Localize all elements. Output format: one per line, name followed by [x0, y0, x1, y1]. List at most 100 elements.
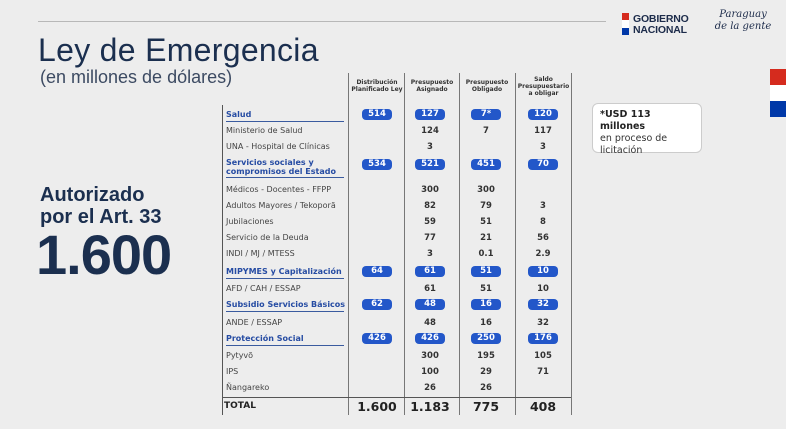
page-title: Ley de Emergencia [38, 32, 319, 68]
column-header: Distribución Planificado Ley [351, 79, 403, 93]
row-label: Subsidio Servicios Básicos [226, 300, 346, 309]
section-divider [226, 278, 344, 279]
row-label: Jubilaciones [226, 217, 274, 226]
table-column-line [222, 105, 223, 415]
section-value-pill: 426 [362, 333, 392, 344]
row-label: MIPYMES y Capitalización [226, 267, 342, 276]
total-divider [222, 397, 571, 398]
section-value-pill: 176 [528, 333, 558, 344]
page-subtitle: (en millones de dólares) [40, 67, 233, 87]
section-divider [226, 345, 344, 346]
row-value: 3 [427, 142, 433, 152]
flag-icon [622, 13, 629, 35]
row-label: Ñangareko [226, 383, 270, 392]
column-header: Presupuesto Obligado [465, 79, 509, 93]
note-bold: *USD 113 millones [600, 109, 651, 132]
row-value: 7 [483, 126, 489, 136]
section-value-pill: 534 [362, 159, 392, 170]
section-value-pill: 514 [362, 109, 392, 120]
row-label: ANDE / ESSAP [226, 318, 283, 327]
row-value: 59 [424, 217, 436, 227]
table-column-line [348, 73, 349, 415]
row-value: 51 [480, 284, 492, 294]
row-label: Ministerio de Salud [226, 126, 303, 135]
section-value-pill: 16 [471, 299, 501, 310]
section-value-pill: 521 [415, 159, 445, 170]
row-value: 195 [477, 351, 495, 361]
row-value: 32 [537, 318, 549, 328]
row-value: 29 [480, 367, 492, 377]
section-divider [226, 177, 344, 178]
section-value-pill: 250 [471, 333, 501, 344]
authorized-line2: por el Art. 33 [40, 206, 162, 228]
row-value: 300 [421, 185, 439, 195]
row-value: 48 [424, 318, 436, 328]
row-value: 300 [477, 185, 495, 195]
row-label: INDI / MJ / MTESS [226, 249, 295, 258]
authorized-value: 1.600 [36, 223, 172, 286]
section-value-pill: 10 [528, 266, 558, 277]
section-value-pill: 32 [528, 299, 558, 310]
total-value: 1.600 [357, 399, 397, 414]
logo-line2: NACIONAL [633, 24, 687, 36]
row-value: 0.1 [478, 249, 494, 259]
section-value-pill: 7* [471, 109, 501, 120]
row-value: 3 [427, 249, 433, 259]
row-value: 2.9 [535, 249, 551, 259]
section-value-pill: 451 [471, 159, 501, 170]
row-label: Servicio de la Deuda [226, 233, 309, 242]
row-label: Médicos - Docentes - FFPP [226, 185, 332, 194]
row-label: UNA - Hospital de Clínicas [226, 142, 330, 151]
row-label: Salud [226, 110, 252, 119]
row-label: Protección Social [226, 334, 304, 343]
total-value: 1.183 [410, 399, 450, 414]
gobierno-nacional-logo: GOBIERNO NACIONAL [622, 12, 704, 36]
row-value: 117 [534, 126, 552, 136]
section-value-pill: 120 [528, 109, 558, 120]
logo-line1: GOBIERNO [633, 13, 689, 25]
row-value: 61 [424, 284, 436, 294]
section-value-pill: 48 [415, 299, 445, 310]
row-value: 56 [537, 233, 549, 243]
section-value-pill: 426 [415, 333, 445, 344]
slogan-line2: de la gente [714, 21, 772, 32]
table-column-line [404, 73, 405, 415]
section-divider [226, 311, 344, 312]
slogan-line1: Paraguay [719, 9, 767, 20]
section-value-pill: 61 [415, 266, 445, 277]
row-label: IPS [226, 367, 239, 376]
row-label: Pytyvõ [226, 351, 254, 360]
column-header: Presupuesto Asignado [410, 79, 454, 93]
row-value: 124 [421, 126, 439, 136]
row-value: 26 [424, 383, 436, 393]
row-value: 8 [540, 217, 546, 227]
slogan-logo: Paraguay de la gente [712, 9, 774, 33]
authorized-line1: Autorizado [40, 184, 145, 206]
row-value: 26 [480, 383, 492, 393]
row-value: 105 [534, 351, 552, 361]
row-value: 71 [537, 367, 549, 377]
total-value: 408 [529, 399, 557, 414]
row-value: 10 [537, 284, 549, 294]
row-value: 82 [424, 201, 436, 211]
row-value: 21 [480, 233, 492, 243]
side-flag-icon [770, 69, 786, 117]
section-value-pill: 51 [471, 266, 501, 277]
total-value: 775 [472, 399, 500, 414]
row-value: 51 [480, 217, 492, 227]
section-divider [226, 121, 344, 122]
row-value: 16 [480, 318, 492, 328]
row-value: 3 [540, 142, 546, 152]
column-header: Saldo Presupuestario a obligar [517, 75, 570, 97]
section-value-pill: 127 [415, 109, 445, 120]
total-label: TOTAL [224, 401, 256, 411]
row-label: Adultos Mayores / Tekoporã [226, 201, 336, 210]
section-value-pill: 62 [362, 299, 392, 310]
row-label: Servicios sociales y compromisos del Est… [226, 158, 336, 176]
row-value: 3 [540, 201, 546, 211]
table-column-line [515, 73, 516, 415]
section-value-pill: 70 [528, 159, 558, 170]
row-value: 300 [421, 351, 439, 361]
note-text: en proceso de licitación [600, 133, 668, 156]
table-column-line [571, 73, 572, 415]
